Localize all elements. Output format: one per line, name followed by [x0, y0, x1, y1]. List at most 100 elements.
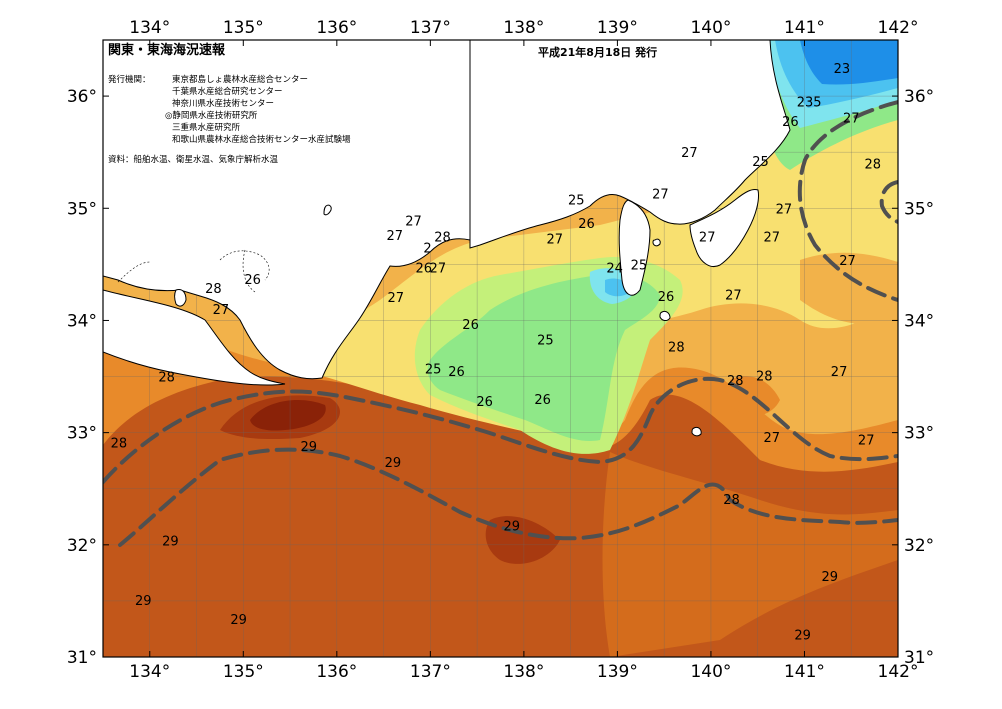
contour-label: 26: [416, 262, 433, 277]
contour-label: 27: [839, 254, 856, 269]
sea-band-22-northeast: [800, 40, 898, 85]
contour-label: 25: [568, 193, 585, 208]
land-hachijo: [691, 426, 702, 437]
land-borders: [117, 249, 270, 293]
contour-label: 26: [244, 273, 261, 288]
lat-tick-label-left: 33°: [67, 424, 97, 444]
contour-label: 23: [834, 62, 851, 77]
sea-band-28-pocket-east: [730, 376, 780, 416]
contour-label: 27: [763, 230, 780, 245]
lon-tick-label-top: 139°: [597, 18, 638, 38]
contour-label: 27: [387, 291, 404, 306]
lat-tick-label-left: 32°: [67, 536, 97, 556]
lon-tick-label-bottom: 141°: [784, 662, 825, 682]
contour-label: 29: [162, 534, 179, 549]
contour-label: 29: [385, 456, 402, 471]
lat-tick-label-right: 31°: [904, 648, 934, 668]
issuer-3: 神奈川県水産技術センター: [172, 98, 274, 109]
sea-band-28-southeast: [602, 452, 898, 657]
contour-label: 27: [699, 230, 716, 245]
lon-tick-label-bottom: 134°: [129, 662, 170, 682]
lon-tick-label-bottom: 139°: [597, 662, 638, 682]
issuer-5: 三重県水産研究所: [172, 122, 241, 133]
contour-label: 27: [405, 215, 422, 230]
land-izu-peninsula: [618, 199, 651, 296]
land-honshu-east: [469, 40, 791, 249]
contour-label: 28: [668, 340, 685, 355]
contour-label: 27: [387, 229, 404, 244]
contour-label: 25: [537, 334, 554, 349]
lon-tick-label-bottom: 138°: [503, 662, 544, 682]
lon-tick-label-bottom: 135°: [223, 662, 264, 682]
contour-label: 25: [631, 258, 648, 273]
lon-tick-label-bottom: 142°: [878, 662, 919, 682]
header-block: 関東・東海海況速報 平成21年8月18日 発行 発行機関： 東京都島しょ農林水産…: [108, 42, 657, 165]
lat-tick-label-right: 36°: [904, 87, 934, 107]
land-hatsushima: [652, 238, 661, 247]
contour-label: 28: [158, 371, 175, 386]
contour-label: 26: [578, 217, 595, 232]
lon-tick-label-top: 142°: [878, 18, 919, 38]
sea-band-30-core: [250, 400, 326, 431]
contour-label: 27: [858, 433, 875, 448]
contour-label: 26: [658, 290, 675, 305]
lat-tick-label-left: 34°: [67, 311, 97, 331]
lon-tick-label-bottom: 140°: [690, 662, 731, 682]
issue-date: 平成21年8月18日 発行: [538, 45, 657, 59]
issuer-1: 東京都島しょ農林水産総合センター: [172, 74, 308, 85]
lat-tick-label-left: 36°: [67, 87, 97, 107]
contour-label: 28: [727, 374, 744, 389]
contour-label: 29: [135, 594, 152, 609]
contour-label: 26: [782, 115, 799, 130]
contour-label: 28: [864, 157, 881, 172]
contour-label: 28: [723, 493, 740, 508]
lon-tick-label-top: 134°: [129, 18, 170, 38]
land-shikoku: [103, 289, 286, 386]
contour-label: 26: [476, 395, 493, 410]
contour-label: 29: [230, 613, 247, 628]
land-boso-peninsula: [689, 189, 759, 267]
contour-label: 29: [300, 440, 317, 455]
land: [103, 40, 791, 437]
contour-label: 28: [111, 437, 128, 452]
contour-label: 235: [797, 96, 822, 111]
contour-label: 26: [448, 365, 465, 380]
map-title: 関東・東海海況速報: [108, 42, 226, 58]
lon-tick-label-top: 135°: [223, 18, 264, 38]
lat-tick-label-right: 33°: [904, 424, 934, 444]
lon-tick-label-top: 136°: [316, 18, 357, 38]
contour-label: 27: [763, 431, 780, 446]
lon-tick-label-top: 138°: [503, 18, 544, 38]
lon-tick-label-bottom: 136°: [316, 662, 357, 682]
lat-tick-label-left: 35°: [67, 199, 97, 219]
contour-label: 2: [423, 242, 431, 257]
contour-label: 27: [213, 303, 230, 318]
lon-tick-label-bottom: 137°: [410, 662, 451, 682]
contour-label: 27: [776, 202, 793, 217]
axis-tick-labels: 134° 134° 135° 135° 136° 136° 137° 137° 138° 138°…: [67, 18, 934, 682]
contour-label: 24: [606, 262, 623, 277]
contour-label: 25: [752, 155, 769, 170]
contour-label: 27: [546, 233, 563, 248]
contour-label: 29: [821, 570, 838, 585]
lon-tick-label-top: 140°: [690, 18, 731, 38]
sea-band-25: [427, 274, 660, 441]
lat-tick-label-left: 31°: [67, 648, 97, 668]
land-izu-oshima: [659, 310, 671, 321]
issuer-6: 和歌山県農林水産総合技術センター水産試験場: [172, 134, 351, 145]
contour-label: 25: [425, 363, 442, 378]
contour-label: 27: [843, 111, 860, 126]
contour-label: 28: [434, 230, 451, 245]
land-sado: [323, 204, 332, 216]
contour-label: 28: [756, 369, 773, 384]
lon-tick-label-top: 137°: [410, 18, 451, 38]
lat-tick-label-right: 35°: [904, 199, 934, 219]
map-frame: [102, 39, 899, 658]
contour-label: 29: [794, 629, 811, 644]
contour-label: 26: [534, 393, 551, 408]
contour-label: 26: [462, 318, 479, 333]
contour-label: 27: [681, 146, 698, 161]
contour-label: 28: [205, 282, 222, 297]
